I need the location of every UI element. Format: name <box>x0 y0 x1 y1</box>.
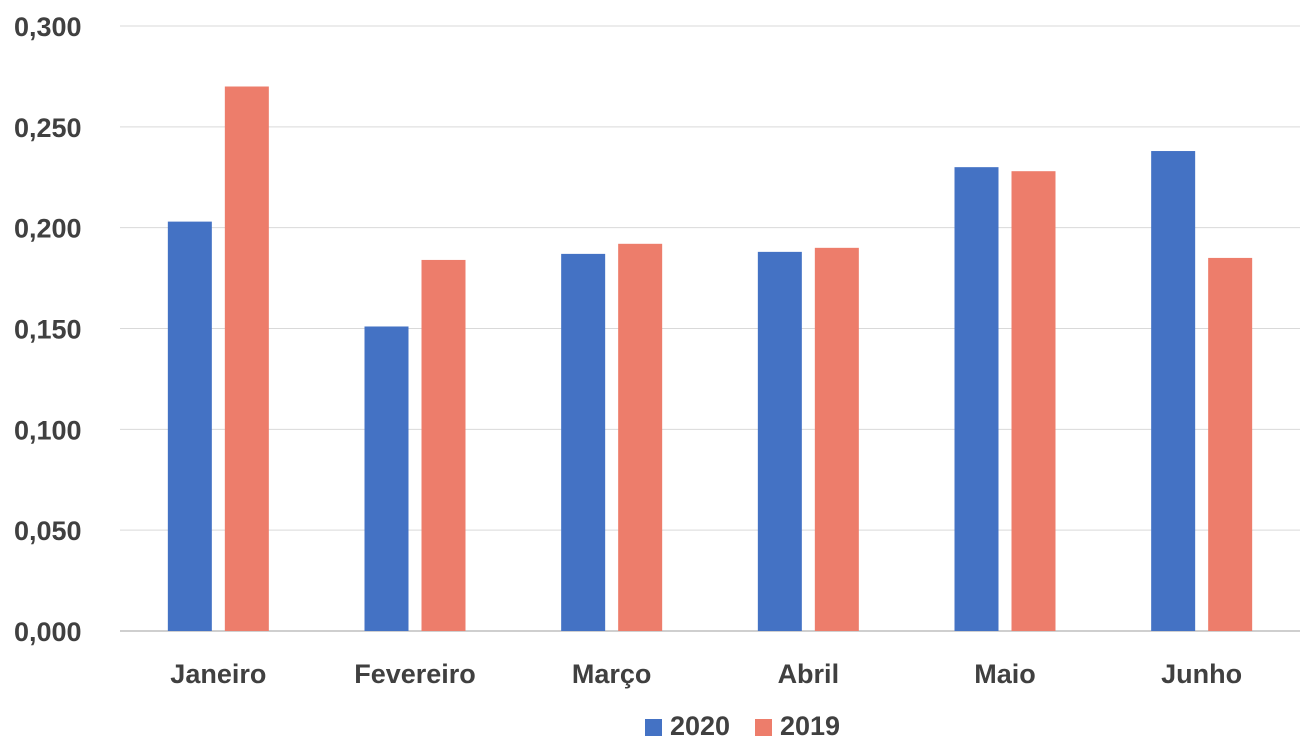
bar-2019-fevereiro <box>422 260 466 631</box>
y-tick-label: 0,150 <box>14 315 82 345</box>
bar-2019-março <box>618 244 662 631</box>
bar-2019-maio <box>1012 171 1056 631</box>
bars <box>168 87 1252 632</box>
x-tick-label: Maio <box>974 659 1036 689</box>
y-tick-label: 0,250 <box>14 113 82 143</box>
legend-swatch-2019 <box>755 719 772 736</box>
bar-2019-junho <box>1208 258 1252 631</box>
bar-2020-maio <box>955 167 999 631</box>
bar-2020-março <box>561 254 605 631</box>
x-tick-label: Abril <box>778 659 840 689</box>
x-tick-label: Fevereiro <box>354 659 476 689</box>
y-tick-label: 0,100 <box>14 415 82 445</box>
y-tick-label: 0,300 <box>14 12 82 42</box>
legend-swatch-2020 <box>645 719 662 736</box>
x-tick-label: Março <box>572 659 652 689</box>
x-tick-label: Janeiro <box>170 659 266 689</box>
legend-label-2020: 2020 <box>670 711 730 741</box>
legend: 2020 2019 <box>645 711 840 741</box>
x-axis-ticks: Janeiro Fevereiro Março Abril Maio Junho <box>170 659 1242 689</box>
bar-2019-abril <box>815 248 859 631</box>
bar-2020-junho <box>1151 151 1195 631</box>
bar-2020-fevereiro <box>365 326 409 631</box>
bar-2019-janeiro <box>225 87 269 632</box>
legend-label-2019: 2019 <box>780 711 840 741</box>
bar-2020-abril <box>758 252 802 631</box>
x-tick-label: Junho <box>1161 659 1242 689</box>
y-axis-ticks: 0,000 0,050 0,100 0,150 0,200 0,250 0,300 <box>14 12 82 647</box>
bar-2020-janeiro <box>168 222 212 631</box>
y-tick-label: 0,000 <box>14 617 82 647</box>
gridlines <box>120 26 1300 631</box>
y-tick-label: 0,200 <box>14 214 82 244</box>
y-tick-label: 0,050 <box>14 516 82 546</box>
